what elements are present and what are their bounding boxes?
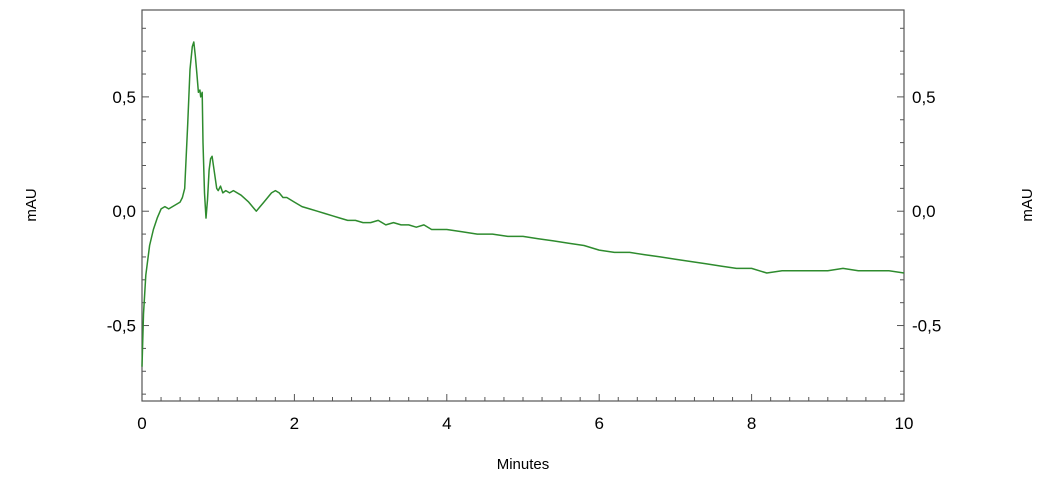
series-line <box>141 41 905 367</box>
x-tick-label: 0 <box>137 414 146 433</box>
y-axis-title-left: mAU <box>23 188 40 221</box>
x-tick-label: 6 <box>594 414 603 433</box>
y-axis-title-right: mAU <box>1019 188 1036 221</box>
y-tick-label-left: 0,0 <box>112 202 136 221</box>
x-tick-label: 4 <box>442 414 451 433</box>
tick-labels-layer: 0 2 4 6 8 10 0,5 0,5 0,0 0,0 -0,5 -0,5 <box>107 88 942 433</box>
x-tick-label: 2 <box>290 414 299 433</box>
y-tick-label-left: -0,5 <box>107 317 136 336</box>
y-tick-label-right: -0,5 <box>912 317 941 336</box>
ticks-layer <box>141 27 905 401</box>
y-tick-label-left: 0,5 <box>112 88 136 107</box>
plot-frame <box>141 9 905 402</box>
x-tick-label: 8 <box>747 414 756 433</box>
y-tick-label-right: 0,0 <box>912 202 936 221</box>
x-axis-title: Minutes <box>497 456 550 473</box>
x-tick-label: 10 <box>895 414 914 433</box>
y-tick-label-right: 0,5 <box>912 88 936 107</box>
